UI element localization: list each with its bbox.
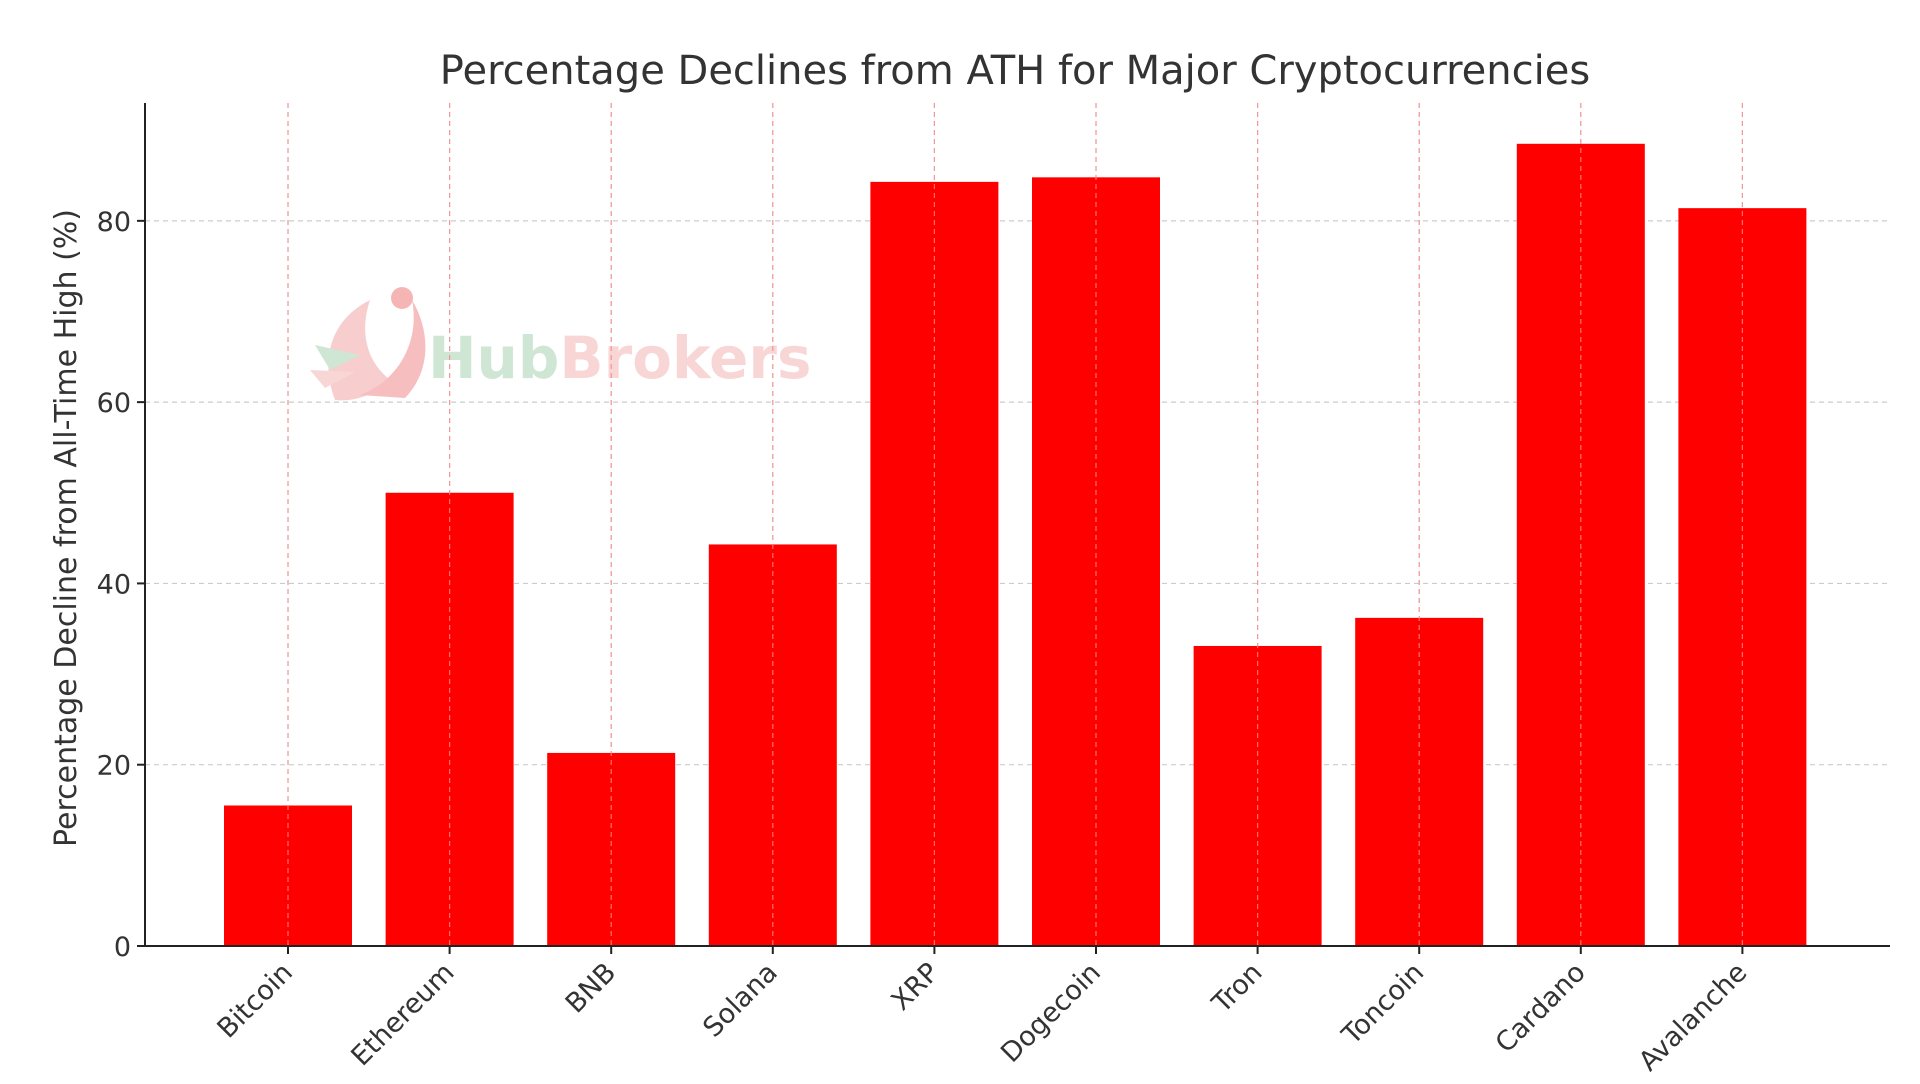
y-tick-label: 80 [97, 207, 131, 238]
x-tick-label: Solana [697, 957, 784, 1044]
x-tick-label: Ethereum [345, 957, 460, 1072]
y-tick-label: 20 [97, 751, 131, 782]
y-ticks: 0 20 40 60 80 [97, 207, 145, 963]
y-axis-label: Percentage Decline from All-Time High (%… [49, 209, 84, 847]
svg-text:HubBrokers: HubBrokers [428, 324, 812, 392]
axes [144, 103, 1890, 947]
x-tick-label: Bitcoin [212, 957, 299, 1044]
x-tick-label: Avalanche [1633, 957, 1753, 1077]
x-tick-label: Dogecoin [995, 957, 1107, 1069]
y-tick-label: 60 [97, 388, 131, 419]
x-tick-label: Toncoin [1336, 957, 1430, 1051]
x-tick-label: XRP [886, 957, 946, 1017]
bars [224, 143, 1807, 947]
grid-overlay [287, 103, 1744, 946]
x-tick-label: Cardano [1490, 957, 1592, 1059]
x-tick-label: BNB [560, 957, 622, 1019]
y-tick-label: 40 [97, 569, 131, 600]
x-ticks: Bitcoin Ethereum BNB Solana XRP Dogecoin Tron T… [212, 946, 1753, 1077]
chart-title: Percentage Declines from ATH for Major C… [440, 48, 1590, 94]
watermark-text-brokers: Brokers [559, 324, 811, 392]
y-tick-label: 0 [114, 932, 131, 963]
hubbrokers-logo-icon [310, 287, 426, 401]
x-tick-label: Tron [1206, 957, 1269, 1020]
watermark: HubBrokers [310, 287, 812, 401]
watermark-text-hub: Hub [428, 324, 559, 392]
